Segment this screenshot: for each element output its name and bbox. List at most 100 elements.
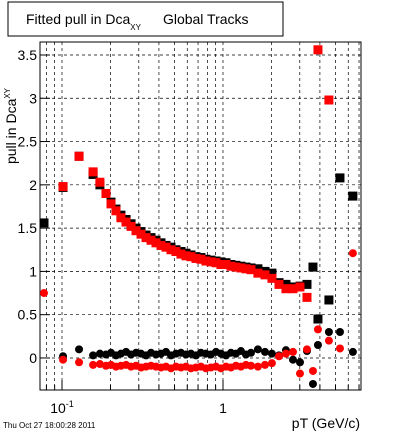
square-marker (95, 177, 105, 187)
circle-marker (308, 379, 317, 388)
square-marker (121, 217, 131, 227)
square-marker (253, 268, 263, 278)
square-marker (201, 256, 211, 266)
square-marker (126, 221, 136, 231)
circle-marker (95, 360, 104, 369)
square-marker (288, 284, 298, 294)
circle-marker (281, 349, 290, 358)
y-label-text: pull in Dca (3, 98, 19, 164)
square-marker (111, 206, 121, 216)
square-marker (324, 95, 334, 105)
circle-marker (261, 347, 270, 356)
square-marker (216, 259, 226, 269)
square-marker (176, 249, 186, 259)
y-tick-label: 3 (29, 90, 37, 106)
circle-marker (295, 358, 304, 367)
square-marker (241, 264, 251, 274)
square-marker (231, 262, 241, 272)
y-axis-label: pull in DcaXY (3, 87, 19, 164)
circle-marker (75, 345, 84, 354)
x-tick-label: 1 (219, 400, 227, 416)
square-marker (58, 182, 68, 192)
square-marker (308, 262, 318, 272)
y-tick-label: 2.5 (18, 134, 38, 150)
y-tick-label: 3.5 (18, 47, 38, 63)
circle-marker (348, 249, 357, 258)
circle-marker (261, 360, 270, 369)
square-marker (246, 265, 256, 275)
square-marker (39, 218, 49, 228)
square-marker (335, 173, 345, 183)
square-marker (141, 233, 151, 243)
square-marker (171, 246, 181, 256)
circle-marker (295, 369, 304, 378)
circle-marker (335, 344, 344, 353)
square-marker (166, 245, 176, 255)
plot-frame (39, 41, 362, 391)
square-marker (324, 295, 334, 305)
chart-title: Fitted pull in DcaXY Global Tracks (26, 11, 249, 32)
square-marker (302, 279, 312, 289)
circle-marker (253, 362, 262, 371)
square-marker (186, 252, 196, 262)
square-marker (348, 191, 358, 201)
circle-marker (313, 325, 322, 334)
title-subscript: XY (130, 23, 141, 32)
square-marker (191, 253, 201, 263)
title-text: Fitted pull in Dca (26, 11, 130, 27)
square-marker (146, 235, 156, 245)
square-marker (226, 261, 236, 271)
y-tick-label: 2 (29, 177, 37, 193)
square-marker (161, 242, 171, 252)
circle-marker (288, 355, 297, 364)
square-marker (206, 257, 216, 267)
circle-marker (246, 361, 255, 370)
x-tick-label-exponent: -1 (66, 399, 74, 409)
circle-marker (335, 328, 344, 336)
circle-marker (308, 366, 317, 375)
footer: Thu Oct 27 18:00:28 2011 (3, 421, 96, 430)
circle-marker (95, 349, 104, 358)
square-marker (302, 292, 312, 302)
square-marker (136, 229, 146, 239)
y-tick-label: 1 (29, 263, 37, 279)
circle-marker (59, 355, 68, 364)
square-marker (74, 151, 84, 161)
y-tick-label: 0 (29, 350, 37, 366)
square-marker (260, 270, 270, 280)
square-marker (295, 282, 305, 292)
y-tick-label: 0.5 (18, 307, 38, 323)
circle-marker (324, 328, 333, 336)
square-marker (151, 238, 161, 248)
square-marker (236, 263, 246, 273)
circle-marker (75, 358, 84, 367)
circle-marker (274, 352, 283, 361)
square-marker (181, 251, 191, 261)
square-marker (211, 258, 221, 268)
circle-marker (302, 345, 311, 354)
square-marker (313, 314, 323, 324)
x-tick-label: 10-1 (50, 399, 74, 416)
square-marker (156, 240, 166, 250)
square-marker (131, 226, 141, 236)
circle-marker (267, 359, 276, 368)
circle-marker (89, 351, 98, 360)
circle-marker (267, 349, 276, 358)
circle-marker (324, 336, 333, 345)
square-marker (313, 45, 323, 55)
square-marker (267, 273, 277, 283)
circle-marker (89, 360, 98, 369)
x-axis-label: pT (GeV/c) (292, 415, 360, 431)
square-marker (116, 213, 126, 223)
square-marker (88, 167, 98, 177)
square-marker (281, 284, 291, 294)
y-label-superscript: XY (3, 87, 12, 98)
circle-marker (246, 348, 255, 357)
circle-marker (40, 289, 49, 298)
circle-marker (253, 345, 262, 354)
title-suffix: Global Tracks (163, 11, 249, 27)
square-marker (101, 188, 111, 198)
title-box (7, 1, 284, 37)
circle-marker (313, 340, 322, 349)
